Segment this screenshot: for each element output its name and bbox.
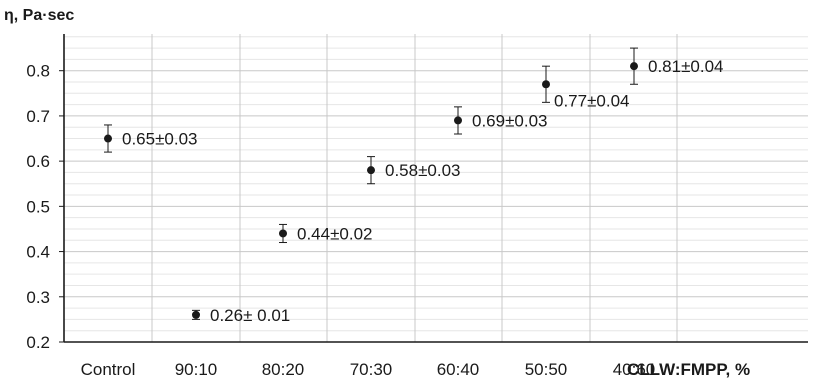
x-tick-label: 40:60 [613, 360, 656, 379]
y-tick-label: 0.8 [26, 62, 50, 81]
data-label: 0.81±0.04 [648, 57, 724, 76]
data-point-group [192, 309, 200, 320]
data-point-group [542, 65, 550, 103]
data-point [279, 229, 287, 238]
grid [64, 34, 808, 343]
data-label: 0.58±0.03 [385, 161, 461, 180]
data-point [192, 310, 200, 319]
data-label: 0.65±0.03 [122, 130, 198, 149]
y-tick-label: 0.7 [26, 107, 50, 126]
data-point-group [279, 223, 287, 244]
y-tick-label: 0.4 [26, 243, 50, 262]
x-tick-label: Control [81, 360, 136, 379]
y-tick-label: 0.3 [26, 288, 50, 307]
y-tick-labels: 0.2 0.3 0.4 0.5 0.6 0.7 0.8 [26, 62, 64, 352]
axes [63, 34, 808, 343]
data-label: 0.44±0.02 [297, 224, 373, 243]
data-labels: 0.65±0.03 0.26± 0.01 0.44±0.02 0.58±0.03 0.6… [122, 57, 724, 325]
y-tick-label: 0.6 [26, 152, 50, 171]
data-points [104, 47, 638, 320]
y-tick-label: 0.2 [26, 333, 50, 352]
x-tick-label: 80:20 [262, 360, 305, 379]
data-point-group [454, 106, 462, 135]
data-point [104, 134, 112, 143]
data-point-group [367, 156, 375, 185]
y-axis-label: η, Pa·sec [4, 7, 74, 24]
x-tick-labels: Control 90:10 80:20 70:30 60:40 50:50 40:60 [81, 360, 656, 379]
x-tick-label: 90:10 [175, 360, 218, 379]
data-point-group [630, 47, 638, 85]
y-tick-label: 0.5 [26, 197, 50, 216]
x-tick-label: 70:30 [350, 360, 393, 379]
data-label: 0.69±0.03 [472, 111, 548, 130]
data-point [630, 62, 638, 71]
x-tick-label: 60:40 [437, 360, 480, 379]
data-point-group [104, 124, 112, 153]
x-axis-label: CLLW:FMPP, % [627, 360, 750, 379]
data-point [542, 80, 550, 89]
data-point [454, 116, 462, 125]
x-tick-label: 50:50 [525, 360, 568, 379]
data-label: 0.77±0.04 [554, 91, 630, 110]
data-label: 0.26± 0.01 [210, 306, 290, 325]
data-point [367, 166, 375, 175]
